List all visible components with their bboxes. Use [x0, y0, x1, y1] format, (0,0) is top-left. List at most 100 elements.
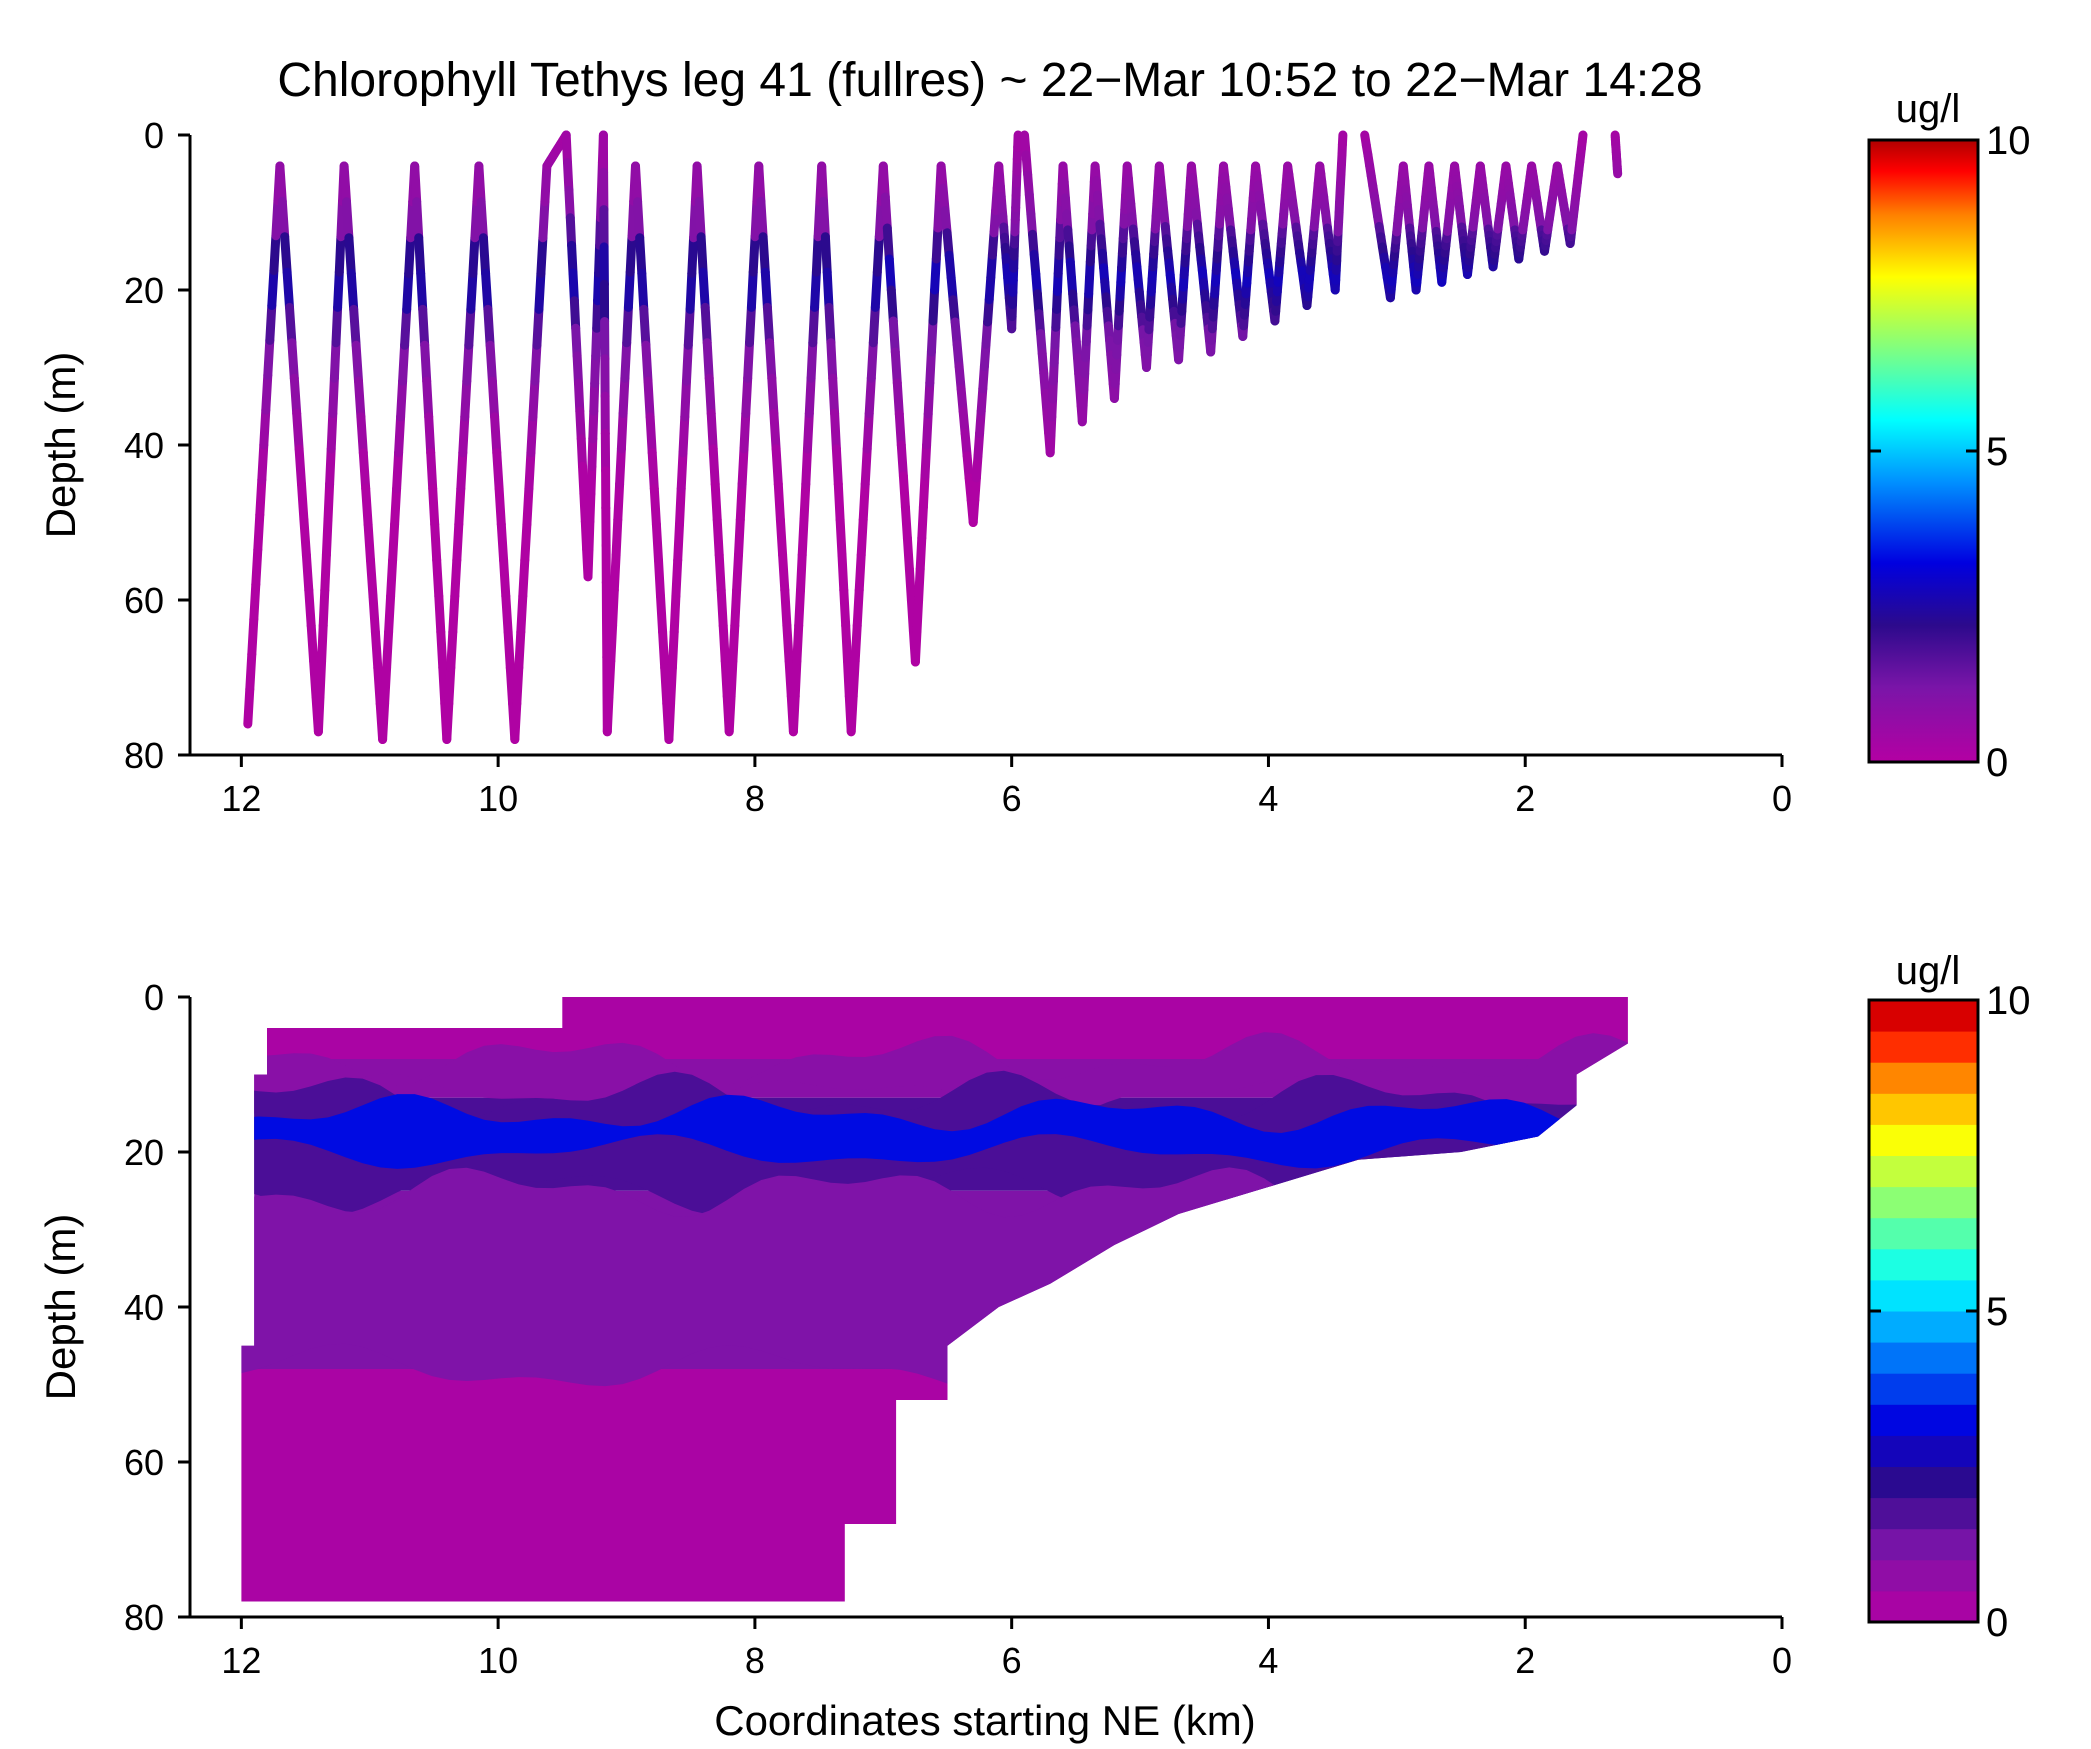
yo-track-segment: [390, 484, 402, 529]
yo-track-segment: [574, 379, 585, 416]
yo-track-segment: [864, 373, 876, 418]
yo-track-segment: [754, 161, 766, 206]
yo-track-segment: [424, 412, 436, 458]
yo-track-segment: [741, 373, 753, 418]
yo-track-segment: [637, 269, 649, 314]
yo-track-segment: [285, 302, 297, 348]
x-tick-label: 6: [1002, 1640, 1022, 1681]
x-tick-label: 4: [1258, 1640, 1278, 1681]
yo-track-segment: [339, 161, 351, 207]
yo-track-segment: [739, 409, 751, 454]
yo-track-segment: [442, 699, 454, 744]
yo-track-segment: [578, 461, 589, 499]
yo-track-segment: [651, 519, 663, 565]
yo-track-segment: [856, 515, 868, 560]
yo-track-segment: [762, 302, 775, 348]
yo-track-segment: [826, 338, 838, 383]
yo-track-segment: [890, 347, 902, 388]
yo-track-segment: [866, 338, 878, 383]
yo-track-segment: [676, 448, 688, 494]
colorbar-tick-label: 5: [1986, 1290, 2008, 1334]
yo-track-segment: [460, 376, 472, 422]
yo-track-segment: [466, 269, 478, 314]
top-y-ticks: 0 20 40 60 80: [124, 115, 190, 776]
yo-track-segment: [478, 233, 491, 278]
yo-track-segment: [790, 656, 802, 701]
yo-track-segment: [694, 196, 706, 242]
yo-track-segment: [259, 405, 271, 450]
yo-track-segment: [748, 232, 760, 277]
yo-track-segment: [528, 376, 540, 422]
yo-track-segment: [602, 691, 614, 737]
yo-track-segment: [641, 340, 653, 386]
yo-track-segment: [304, 585, 316, 631]
yo-track-segment: [317, 621, 328, 666]
yo-track-segment: [315, 656, 327, 701]
yo-track-segment: [496, 519, 509, 565]
yo-track-segment: [933, 192, 944, 233]
yo-track-segment: [400, 304, 412, 350]
colorbar-step: [1869, 1466, 1978, 1499]
yo-track-segment: [854, 550, 866, 595]
yo-track-segment: [565, 213, 577, 250]
y-tick-label: 40: [124, 425, 164, 466]
colorbar-tick-label: 0: [1986, 1601, 2008, 1645]
yo-track-segment: [649, 484, 661, 529]
yo-track-segment: [730, 585, 742, 631]
contour-band: [241, 1369, 1628, 1602]
yo-track-segment: [894, 409, 906, 450]
yo-track-segment: [536, 233, 548, 278]
yo-track-segment: [458, 412, 470, 458]
yo-track-segment: [404, 233, 416, 278]
yo-track-segment: [514, 627, 526, 673]
yo-track-segment: [490, 412, 502, 458]
yo-track-segment: [518, 555, 530, 601]
colorbar-step: [1869, 1093, 1978, 1125]
colorbar-step: [1869, 1404, 1978, 1436]
yo-track-segment: [824, 302, 836, 348]
yo-track-segment: [792, 621, 804, 666]
yo-track-segment: [269, 231, 281, 276]
yo-track-segment: [410, 161, 422, 207]
yo-track-segment: [356, 412, 368, 458]
yo-track-segment: [428, 484, 440, 529]
yo-track-segment: [801, 444, 812, 489]
yo-track-segment: [788, 691, 800, 737]
yo-track-segment: [685, 269, 697, 314]
yo-track-segment: [299, 515, 311, 560]
yo-track-segment: [917, 502, 928, 543]
yo-track-segment: [850, 621, 862, 666]
yo-track-segment: [323, 479, 335, 525]
yo-track-segment: [402, 269, 414, 314]
yo-track-segment: [444, 663, 456, 709]
yo-track-segment: [609, 550, 621, 595]
yo-track-segment: [622, 302, 633, 348]
yo-track-segment: [328, 373, 339, 418]
yo-track-segment: [485, 340, 497, 386]
yo-track-segment: [540, 161, 552, 207]
yo-track-segment: [734, 515, 745, 560]
yo-track-segment: [822, 267, 834, 312]
yo-track-segment: [522, 484, 534, 529]
yo-track-segment: [438, 663, 450, 709]
yo-track-segment: [804, 373, 816, 418]
yo-track-segment: [538, 197, 550, 243]
yo-track-segment: [532, 304, 544, 350]
bottom-y-ticks: 0 20 40 60 80: [124, 977, 190, 1638]
yo-track-segment: [682, 340, 693, 386]
yo-track-segment: [446, 627, 458, 673]
yo-track-segment: [631, 161, 643, 207]
yo-track-segment: [309, 656, 321, 701]
yo-track-segment: [594, 240, 605, 278]
yo-track-segment: [680, 376, 691, 422]
yo-track-segment: [760, 267, 772, 312]
yo-track-segment: [902, 533, 914, 574]
yo-track-segment: [892, 378, 904, 419]
yo-track-segment: [669, 591, 681, 637]
yo-track-segment: [769, 409, 781, 454]
yo-track-segment: [784, 656, 796, 701]
yo-track-segment: [687, 233, 699, 278]
yo-track-segment: [720, 656, 732, 701]
x-tick-label: 10: [478, 1640, 518, 1681]
